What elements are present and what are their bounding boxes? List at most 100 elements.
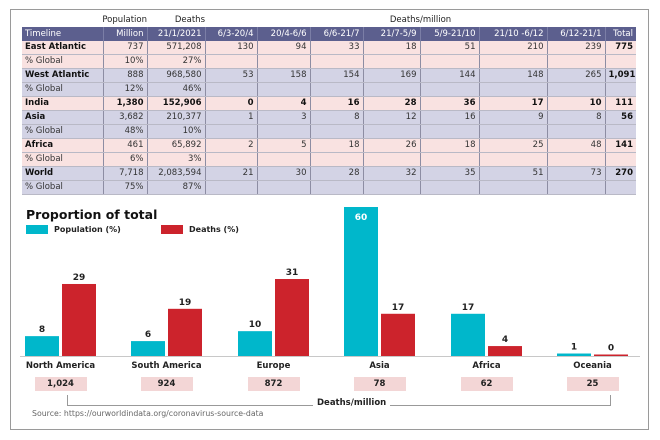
table-cell: 36 — [420, 96, 480, 111]
table-cell — [205, 124, 258, 139]
table-cell: 33 — [310, 41, 364, 55]
column-header: 21/7-5/9 — [363, 27, 421, 41]
table-cell: 27% — [147, 54, 206, 69]
table-cell — [547, 124, 606, 139]
legend-item-deaths: Deaths (%) — [161, 224, 239, 234]
deaths-per-million-value: 25 — [566, 377, 619, 391]
row-label: % Global — [22, 54, 104, 69]
table-cell: 12 — [363, 110, 421, 125]
deaths-per-million-value: 78 — [353, 377, 406, 391]
table-cell: 9 — [479, 110, 548, 125]
table-row: % Global 48% 10% — [22, 124, 636, 139]
table-cell: 7,718 — [103, 166, 148, 181]
bar-deaths — [168, 308, 202, 356]
chart-title: Proportion of total — [26, 207, 158, 222]
table-cell — [205, 54, 258, 69]
table-cell: 144 — [420, 68, 480, 83]
table-cell: 35 — [420, 166, 480, 181]
deaths-per-million-value: 1,024 — [34, 377, 87, 391]
table-cell — [547, 54, 606, 69]
row-label: % Global — [22, 124, 104, 139]
super-header-deaths: Deaths — [174, 15, 205, 25]
super-header-deaths-per-million: Deaths/million — [389, 15, 452, 25]
data-label-deaths: 0 — [608, 344, 614, 354]
table-cell: 28 — [363, 96, 421, 111]
bar-population — [25, 336, 59, 356]
legend-item-population: Population (%) — [26, 224, 121, 234]
table-cell: 210 — [479, 41, 548, 55]
column-header: 5/9-21/10 — [420, 27, 480, 41]
row-label: East Atlantic — [22, 41, 104, 55]
table-cell: 461 — [103, 138, 148, 153]
table-cell: 10 — [547, 96, 606, 111]
table-cell — [310, 180, 364, 195]
table-cell: 46% — [147, 82, 206, 97]
category-label: South America — [131, 361, 202, 371]
bracket-right — [372, 395, 611, 406]
table-cell — [257, 124, 311, 139]
table-cell — [479, 54, 548, 69]
table-cell: 888 — [103, 68, 148, 83]
table-cell — [479, 82, 548, 97]
table-cell — [420, 124, 480, 139]
row-label: World — [22, 166, 104, 181]
table-cell: 26 — [363, 138, 421, 153]
table-cell: 12% — [103, 82, 148, 97]
category-label: Asia — [369, 361, 390, 371]
table-cell: 16 — [420, 110, 480, 125]
data-label-deaths: 4 — [502, 335, 508, 345]
bar-deaths — [488, 346, 522, 356]
bar-population — [344, 207, 378, 356]
bar-deaths — [381, 313, 415, 356]
table-cell: 87% — [147, 180, 206, 195]
table-row: % Global 75% 87% — [22, 180, 636, 195]
column-header: 21/1/2021 — [147, 27, 206, 41]
table-cell — [363, 124, 421, 139]
table-row: % Global 12% 46% — [22, 82, 636, 97]
total-cell: 111 — [605, 96, 636, 111]
table-row: East Atlantic 737 571,208 130 94 33 18 51 210 239… — [22, 41, 636, 55]
category-label: Europe — [256, 361, 291, 371]
table-cell: 571,208 — [147, 41, 206, 55]
data-label-deaths: 29 — [73, 273, 86, 283]
column-header: 6/3-20/4 — [205, 27, 258, 41]
table-cell — [479, 124, 548, 139]
table-cell — [257, 54, 311, 69]
table-cell: 169 — [363, 68, 421, 83]
legend-swatch-population — [26, 224, 48, 234]
bar-population — [131, 341, 165, 356]
table-row: Asia 3,682 210,377 1 3 8 12 16 9 8 56 — [22, 110, 636, 125]
data-label-deaths: 31 — [286, 268, 299, 278]
column-header: 6/6-21/7 — [310, 27, 364, 41]
table-cell — [547, 180, 606, 195]
table-cell — [479, 180, 548, 195]
data-label-population: 60 — [355, 213, 368, 223]
table-cell: 1,380 — [103, 96, 148, 111]
row-label: % Global — [22, 82, 104, 97]
table-cell: 32 — [363, 166, 421, 181]
total-cell: 141 — [605, 138, 636, 153]
bar-deaths — [275, 279, 309, 356]
table-cell: 1 — [205, 110, 258, 125]
bar-deaths — [594, 354, 628, 356]
table-header-row: Timeline Million 21/1/2021 6/3-20/4 20/4-6/6… — [22, 27, 636, 41]
table-cell: 130 — [205, 41, 258, 55]
table-cell: 239 — [547, 41, 606, 55]
table-cell: 73 — [547, 166, 606, 181]
column-header: Million — [103, 27, 148, 41]
column-header: 21/10 -6/12 — [479, 27, 548, 41]
table-cell: 51 — [420, 41, 480, 55]
column-header: 20/4-6/6 — [257, 27, 311, 41]
table-cell — [420, 152, 480, 167]
super-header-population: Population — [102, 15, 147, 25]
table-cell: 3,682 — [103, 110, 148, 125]
table-cell — [205, 180, 258, 195]
column-header: Total — [605, 27, 636, 41]
data-label-deaths: 19 — [179, 298, 192, 308]
table-cell: 2 — [205, 138, 258, 153]
table-cell: 968,580 — [147, 68, 206, 83]
bracket-left — [67, 395, 318, 406]
table-cell: 75% — [103, 180, 148, 195]
bar-deaths — [62, 283, 96, 356]
deaths-per-million-label: Deaths/million — [313, 398, 391, 408]
